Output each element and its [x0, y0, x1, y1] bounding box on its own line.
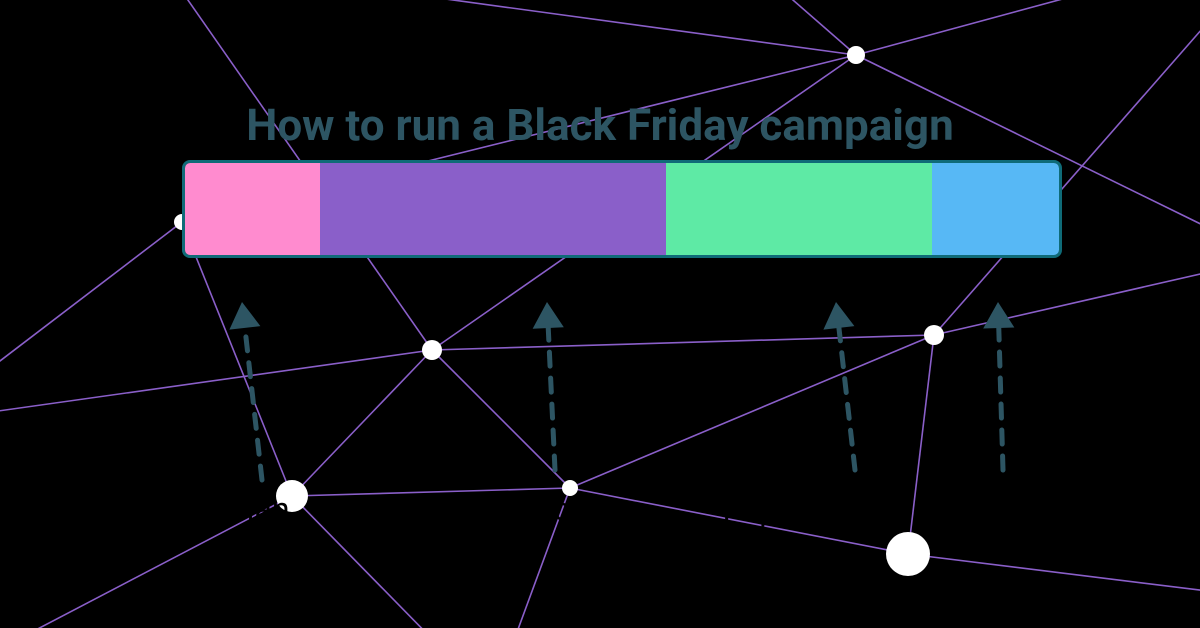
segment-label-cry: Cry [986, 490, 1033, 528]
callout-arrows [0, 0, 1200, 628]
segment-label-panic: Panic [490, 490, 570, 528]
segment-label-report: Report [723, 490, 818, 528]
infographic-stage: { "canvas": { "width": 1200, "height": 6… [0, 0, 1200, 628]
segment-label-plan: Plan [226, 490, 289, 528]
